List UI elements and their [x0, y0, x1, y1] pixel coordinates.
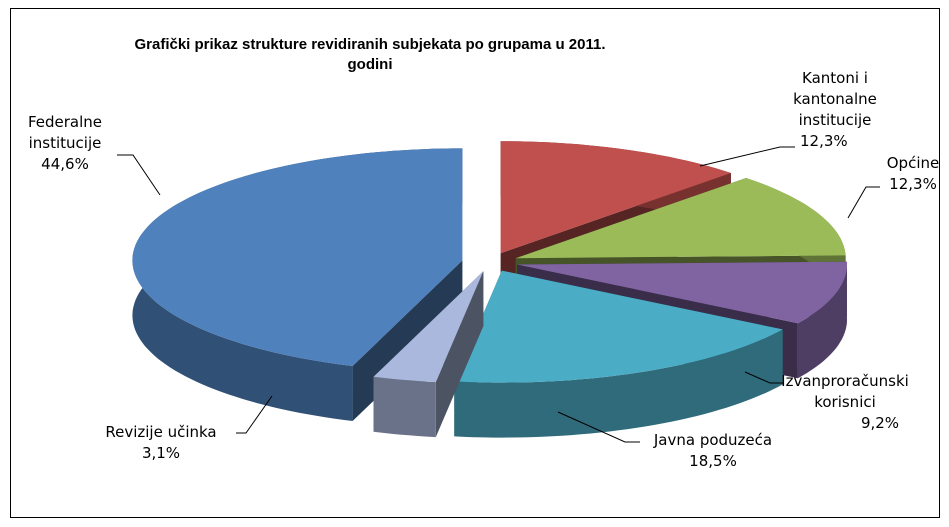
slice-label: Kantoni i kantonalne institucije 12,3% — [760, 68, 910, 152]
slice — [373, 271, 484, 383]
category-label: Izvanproračunski korisnici — [781, 372, 909, 411]
leader-line — [847, 186, 880, 219]
slice-label: Općine 12,3% — [880, 153, 946, 195]
chart-title: Grafički prikaz strukture revidiranih su… — [134, 36, 606, 73]
pie — [132, 141, 847, 438]
slice-label: Revizije učinka 3,1% — [86, 422, 236, 464]
slice-side — [373, 376, 436, 438]
category-label: Kantoni i kantonalne institucije — [793, 69, 877, 129]
leader-line — [744, 371, 784, 384]
slice — [515, 178, 846, 259]
category-label: Općine — [886, 154, 940, 172]
leader-lines — [117, 146, 880, 443]
slice-side — [454, 329, 783, 438]
slice-label: Izvanproračunski korisnici 9,2% — [770, 371, 920, 434]
value-label: 9,2% — [860, 414, 900, 432]
category-label: Javna poduzeća — [653, 431, 773, 449]
value-label: 44,6% — [41, 155, 89, 173]
value-label: 3,1% — [141, 444, 181, 462]
value-label: 12,3% — [889, 175, 937, 193]
slice-label: Federalne institucije 44,6% — [15, 112, 115, 175]
leader-line — [557, 411, 640, 443]
value-label: 12,3% — [800, 132, 848, 150]
value-label: 18,5% — [689, 452, 737, 470]
leader-line — [236, 395, 273, 434]
leader-line — [699, 146, 795, 167]
category-label: Revizije učinka — [105, 423, 217, 441]
slice — [454, 270, 783, 383]
category-label: Federalne institucije — [27, 113, 103, 152]
leader-line — [117, 154, 161, 196]
slice — [517, 261, 847, 324]
slice-side — [797, 261, 847, 379]
slice — [132, 148, 463, 366]
slice — [500, 141, 731, 254]
slice-label: Javna poduzeća 18,5% — [638, 430, 788, 472]
